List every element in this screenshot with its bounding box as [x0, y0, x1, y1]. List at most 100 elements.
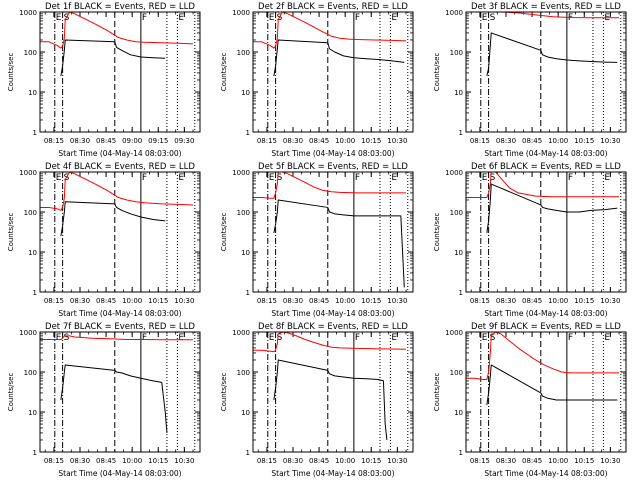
x-tick-label: 10:30 [600, 137, 620, 145]
x-axis-label: Start Time (04-May-14 08:03:00) [271, 149, 394, 158]
x-tick-label: 10:30 [174, 457, 194, 465]
x-tick-label: 10:15 [361, 137, 381, 145]
y-tick-label: 100 [237, 369, 250, 377]
x-tick-label: 10:30 [600, 297, 620, 305]
y-tick-label: 100 [24, 369, 37, 377]
x-axis-label: Start Time (04-May-14 08:03:00) [484, 149, 607, 158]
event-marker-label: S [490, 333, 496, 343]
chart-panel: Det 2f BLACK = Events, RED = LLD Counts/s… [220, 2, 414, 158]
series-group [253, 172, 407, 288]
x-tick-label: 08:15 [44, 457, 64, 465]
x-tick-label: 10:00 [335, 457, 355, 465]
plot-frame [39, 171, 201, 293]
x-tick-label: 08:15 [257, 457, 277, 465]
y-tick-label: 10 [28, 409, 37, 417]
event-marker-label: E [482, 173, 488, 183]
y-axis-label: Counts/sec [7, 213, 15, 252]
x-tick-label: 10:15 [574, 137, 594, 145]
chart-panel: Det 1f BLACK = Events, RED = LLD Counts/s… [7, 2, 201, 158]
y-tick-label: 100 [450, 209, 463, 217]
event-marker-label: F [568, 173, 573, 183]
x-tick-label: 08:15 [257, 297, 277, 305]
y-axis-label: Counts/sec [433, 53, 441, 92]
event-marker-label: F [355, 173, 360, 183]
y-tick-label: 1 [33, 289, 37, 297]
lld-series-line [40, 172, 194, 211]
event-marker-label: E [391, 173, 397, 183]
x-tick-label: 08:30 [283, 137, 303, 145]
y-tick-label: 1 [33, 449, 37, 457]
chart-panel: Det 6f BLACK = Events, RED = LLD Counts/s… [433, 162, 627, 318]
x-tick-label: 08:30 [283, 297, 303, 305]
chart-title: Det 1f BLACK = Events, RED = LLD [45, 2, 195, 12]
event-marker-label: F [568, 13, 573, 23]
lld-series-line [466, 332, 620, 380]
event-marker-label: F [142, 333, 147, 343]
y-tick-label: 1 [246, 449, 250, 457]
x-tick-label: 10:15 [361, 297, 381, 305]
y-tick-label: 1 [246, 289, 250, 297]
x-tick-label: 08:30 [496, 137, 516, 145]
plot-frame [252, 171, 414, 293]
event-marker-label: E [56, 333, 62, 343]
x-tick-label: 08:45 [309, 137, 329, 145]
lld-series-line [40, 335, 194, 341]
x-tick-label: 08:45 [96, 457, 116, 465]
y-axis-label: Counts/sec [220, 53, 228, 92]
event-marker-label: S [277, 333, 283, 343]
y-tick-label: 1 [459, 129, 463, 137]
plot-frame [252, 11, 414, 133]
x-axis-label: Start Time (04-May-14 08:03:00) [58, 149, 181, 158]
x-tick-label: 08:45 [522, 297, 542, 305]
y-tick-label: 10 [241, 249, 250, 257]
y-tick-label: 1000 [445, 169, 463, 177]
event-marker-label: S [277, 173, 283, 183]
y-tick-label: 10 [241, 89, 250, 97]
x-axis-label: Start Time (04-May-14 08:03:00) [271, 309, 394, 318]
y-tick-label: 100 [237, 209, 250, 217]
y-axis-label: Counts/sec [433, 213, 441, 252]
events-series-line [273, 359, 388, 441]
series-group [40, 172, 194, 237]
x-tick-label: 08:30 [283, 457, 303, 465]
series-group [466, 172, 620, 233]
event-marker-label: E [178, 333, 184, 343]
events-series-line [60, 39, 166, 77]
chart-title: Det 5f BLACK = Events, RED = LLD [258, 162, 408, 172]
y-tick-label: 1000 [445, 9, 463, 17]
plot-frame [39, 11, 201, 133]
event-marker-label: F [355, 13, 360, 23]
y-tick-label: 1 [33, 129, 37, 137]
x-tick-label: 08:45 [309, 457, 329, 465]
x-tick-label: 10:00 [335, 137, 355, 145]
event-marker-label: F [142, 173, 147, 183]
x-tick-label: 10:30 [174, 297, 194, 305]
x-tick-label: 08:15 [470, 457, 490, 465]
events-series-line [486, 32, 618, 77]
x-tick-label: 08:30 [496, 297, 516, 305]
y-tick-label: 1000 [232, 169, 250, 177]
event-marker-label: E [178, 173, 184, 183]
events-series-line [60, 364, 168, 433]
y-tick-label: 10 [454, 249, 463, 257]
x-tick-label: 08:30 [496, 457, 516, 465]
x-tick-label: 10:15 [148, 297, 168, 305]
event-marker-label: E [391, 333, 397, 343]
y-tick-label: 1 [459, 289, 463, 297]
plot-frame [252, 331, 414, 453]
y-tick-label: 100 [24, 209, 37, 217]
chart-panel: Det 4f BLACK = Events, RED = LLD Counts/s… [7, 162, 201, 318]
x-tick-label: 08:30 [70, 457, 90, 465]
event-marker-label: S [490, 173, 496, 183]
series-group [40, 12, 194, 77]
x-tick-label: 08:15 [44, 297, 64, 305]
chart-panel: Det 8f BLACK = Events, RED = LLD Counts/s… [220, 322, 414, 478]
lld-series-line [253, 332, 407, 353]
x-tick-label: 10:15 [361, 457, 381, 465]
y-tick-label: 10 [28, 89, 37, 97]
x-tick-label: 08:45 [309, 297, 329, 305]
y-axis-label: Counts/sec [7, 373, 15, 412]
y-tick-label: 1000 [445, 329, 463, 337]
x-tick-label: 08:30 [70, 297, 90, 305]
event-marker-label: E [482, 13, 488, 23]
